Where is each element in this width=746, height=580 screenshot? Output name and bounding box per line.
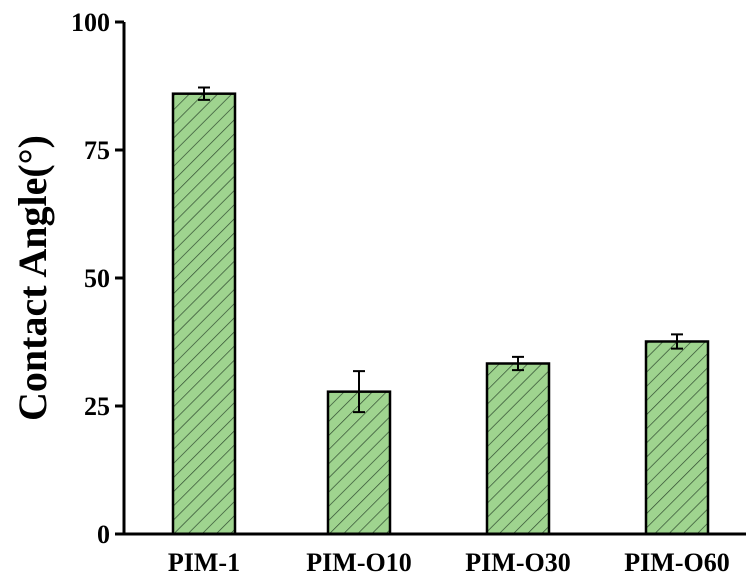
x-tick-label: PIM-O60	[624, 548, 729, 577]
y-axis-ticks: 0 25 50 75 100	[71, 8, 124, 549]
error-bar	[512, 355, 524, 372]
x-tick-label: PIM-1	[168, 548, 240, 577]
y-tick-label: 75	[84, 136, 110, 165]
bar-pim-o60	[644, 340, 710, 536]
bar-pim-o10	[326, 390, 392, 536]
bars-group	[171, 86, 710, 536]
error-bar	[671, 333, 683, 350]
x-axis-tick-labels: PIM-1 PIM-O10 PIM-O30 PIM-O60	[168, 548, 730, 577]
error-bar	[353, 370, 365, 414]
y-axis-title: Contact Angle(°)	[10, 135, 55, 421]
y-tick-label: 100	[71, 8, 110, 37]
bar-pim-1	[171, 92, 237, 536]
bar-pim-o30	[485, 362, 551, 536]
x-tick-label: PIM-O30	[465, 548, 570, 577]
error-bar	[198, 86, 210, 101]
y-tick-label: 50	[84, 264, 110, 293]
y-tick-label: 25	[84, 392, 110, 421]
y-tick-label: 0	[97, 520, 110, 549]
x-tick-label: PIM-O10	[306, 548, 411, 577]
